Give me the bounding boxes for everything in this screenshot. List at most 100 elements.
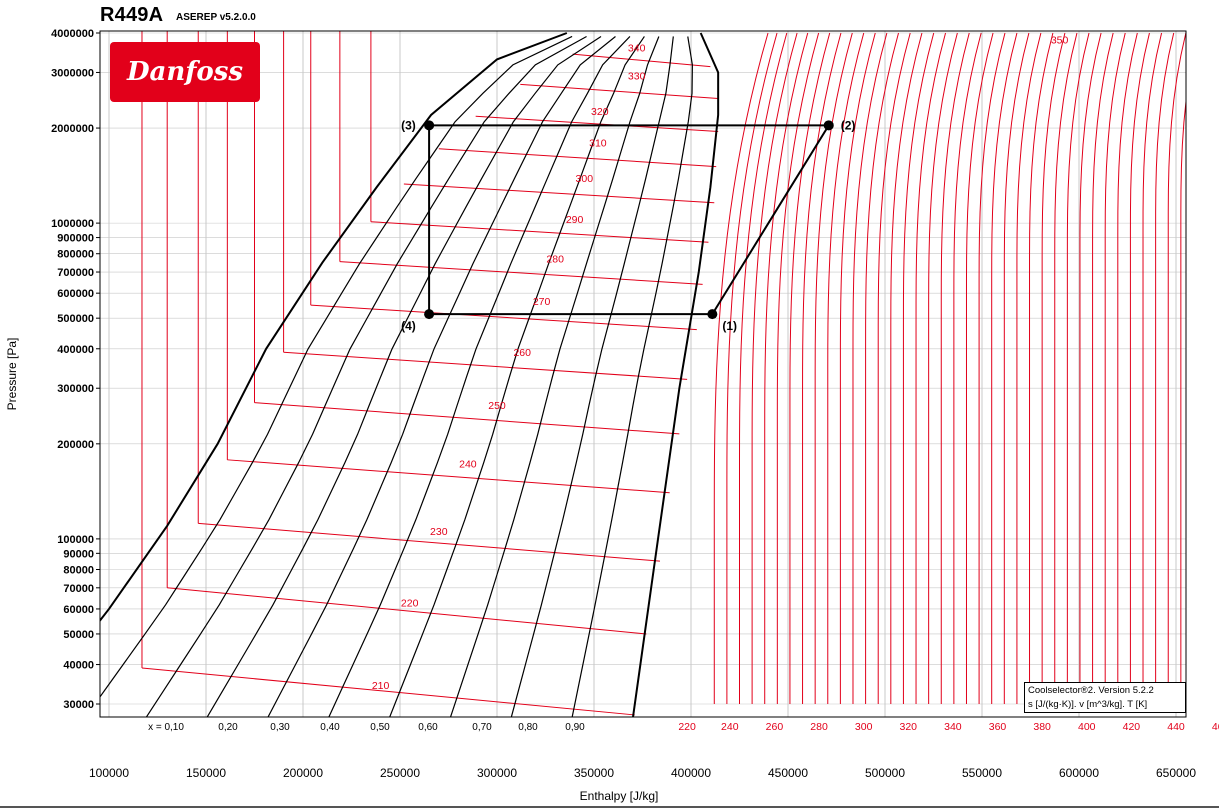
isotherm-line-vapor [852, 32, 888, 704]
chart-title: R449A [100, 4, 164, 26]
isotherm-line-vapor [1117, 32, 1138, 704]
isotherm-line-dome [283, 351, 688, 380]
isotherm-label: 280 [546, 254, 564, 266]
quality-label: x = 0,10 [148, 722, 184, 733]
isotherm-label: 240 [459, 459, 477, 471]
units-line: s [J/(kg·K)]. v [m^3/kg]. T [K] [1028, 699, 1148, 710]
isotherm-line-dome [167, 587, 647, 635]
isotherm-line-vapor [789, 32, 831, 704]
y-tick-label: 2000000 [51, 123, 94, 135]
isotherm-line-vapor [902, 32, 935, 704]
isotherm-line-vapor [1129, 32, 1150, 704]
isotherm-line-dome [227, 459, 670, 494]
x-axis-label: Enthalpy [J/kg] [580, 789, 659, 803]
cycle-point-label: (4) [401, 319, 416, 333]
isotherm-line-vapor [713, 32, 769, 704]
isotherm-line-vapor [751, 32, 798, 704]
isotherm-line-dome [370, 221, 709, 243]
x-tick-label: 300000 [477, 766, 517, 780]
cycle-path [428, 124, 831, 316]
isotherm-line-vapor [1054, 32, 1078, 704]
quality-label: 0,60 [418, 722, 438, 733]
x-tick-label: 100000 [89, 766, 129, 780]
refrigeration-cycle: (1) (2) (3) (4) [401, 118, 855, 333]
chart-subtitle: ASEREP v5.2.0.0 [176, 12, 256, 23]
y-tick-label: 1000000 [51, 218, 94, 230]
isotherm-line-vapor [978, 32, 1006, 704]
isotherm-label: 230 [430, 526, 448, 538]
isotherm-line-vapor [1016, 32, 1042, 704]
isotherm-line-vapor [1003, 32, 1030, 704]
isotherm-line-vapor [739, 32, 788, 704]
x-tick-label: 200000 [283, 766, 323, 780]
isotherm-line-vapor [915, 32, 947, 704]
y-tick-label: 90000 [63, 548, 94, 560]
y-tick-label: 4000000 [51, 28, 94, 40]
bottom-temperature-label: 360 [989, 721, 1007, 733]
isotherm-line-vapor [953, 32, 982, 704]
quality-label: 0,40 [320, 722, 340, 733]
isotherm-line-vapor [890, 32, 923, 704]
isotherm-line-vapor [726, 32, 778, 704]
bottom-temperature-label: 420 [1123, 721, 1141, 733]
x-tick-label: 400000 [671, 766, 711, 780]
isotherm-line-vapor [814, 32, 853, 704]
quality-label: 0,50 [370, 722, 390, 733]
isotherm-line-dome [572, 53, 711, 68]
x-tick-label: 600000 [1059, 766, 1099, 780]
isotherm-line-vapor [877, 32, 911, 704]
y-tick-label: 200000 [57, 439, 94, 451]
quality-label: 0,90 [565, 722, 585, 733]
isotherm-line-dome [339, 261, 703, 285]
version-line: Coolselector®2. Version 5.2.2 [1028, 685, 1154, 696]
isotherm-label: 330 [628, 70, 646, 82]
isotherm-label: 320 [591, 106, 609, 118]
y-tick-label: 50000 [63, 629, 94, 641]
y-tick-label: 800000 [57, 249, 94, 261]
isotherm-line-vapor [965, 32, 994, 704]
x-tick-label: 350000 [574, 766, 614, 780]
quality-label: 0,80 [518, 722, 538, 733]
isotherm-line-vapor [839, 32, 876, 704]
isotherm-line-vapor [1142, 32, 1163, 704]
isotherm-line-vapor [1180, 97, 1186, 704]
isotherm-line-dome [520, 83, 719, 100]
bottom-temperature-label: 260 [766, 721, 784, 733]
y-tick-label: 300000 [57, 383, 94, 395]
quality-line [206, 35, 602, 717]
bottom-rule [0, 806, 1219, 808]
bottom-temperature-label: 280 [810, 721, 828, 733]
quality-line [100, 35, 573, 698]
isotherm-line-vapor [1206, 33, 1219, 704]
y-tick-label: 40000 [63, 660, 94, 672]
quality-label: 0,20 [218, 722, 238, 733]
isotherm-label: 340 [628, 42, 646, 54]
y-tick-label: 400000 [57, 344, 94, 356]
isotherm-line-dome [141, 667, 635, 716]
y-tick-label: 100000 [57, 534, 94, 546]
isotherm-line-vapor [1104, 32, 1126, 704]
isotherm-label: 300 [576, 173, 594, 185]
cycle-point-label: (2) [841, 118, 856, 132]
saturation-dome [100, 32, 720, 717]
isotherm-line-vapor [928, 32, 958, 704]
x-tick-label: 250000 [380, 766, 420, 780]
isotherm-label: 220 [401, 598, 419, 610]
cycle-point [424, 309, 435, 320]
quality-line [145, 35, 587, 717]
cycle-point-label: (3) [401, 118, 416, 132]
y-tick-label: 500000 [57, 313, 94, 325]
isotherm-line-vapor [1079, 32, 1102, 704]
y-axis-label: Pressure [Pa] [5, 338, 19, 411]
isotherm-lines [141, 31, 1219, 716]
cycle-point [707, 309, 718, 320]
bottom-temperature-label: 400 [1078, 721, 1096, 733]
isotherm-line-vapor [940, 32, 970, 704]
y-tick-label: 900000 [57, 233, 94, 245]
x-tick-label: 150000 [186, 766, 226, 780]
isotherm-line-dome [198, 522, 661, 562]
quality-label: 0,70 [472, 722, 492, 733]
cycle-point [823, 120, 834, 131]
logo-text: Danfoss [126, 57, 244, 87]
